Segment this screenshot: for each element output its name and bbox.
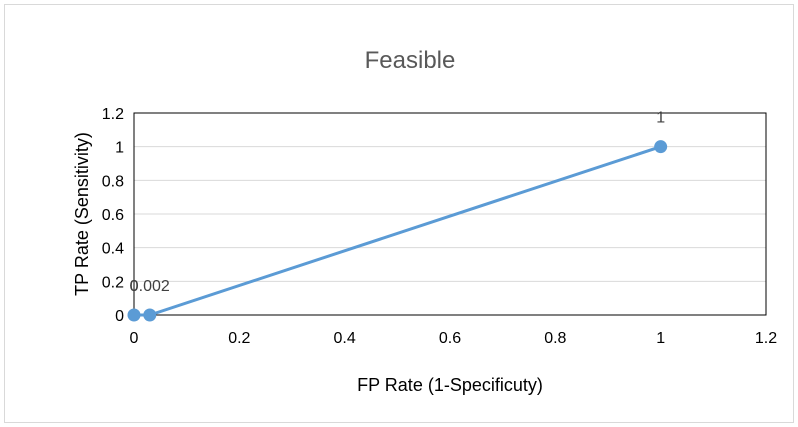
chart-title: Feasible bbox=[365, 47, 456, 74]
x-tick-label: 0.4 bbox=[334, 330, 356, 347]
x-tick-label: 0.2 bbox=[228, 330, 250, 347]
y-axis-label: TP Rate (Sensitivity) bbox=[72, 132, 92, 296]
x-tick-label: 1 bbox=[656, 330, 665, 347]
data-point bbox=[654, 140, 668, 154]
data-label: 0 bbox=[130, 278, 139, 295]
data-label: 1 bbox=[656, 110, 665, 127]
y-tick-label: 1 bbox=[115, 140, 124, 157]
x-tick-label: 1.2 bbox=[755, 330, 777, 347]
data-point bbox=[143, 308, 157, 322]
x-tick-label: 0.6 bbox=[439, 330, 461, 347]
series-line bbox=[134, 145, 662, 317]
data-label: 0.002 bbox=[130, 278, 170, 295]
y-tick-labels: 0 0.2 0.4 0.6 0.8 1 1.2 bbox=[102, 106, 124, 325]
y-tick-label: 0.2 bbox=[102, 274, 124, 291]
series-group bbox=[127, 140, 668, 322]
x-tick-label: 0.8 bbox=[544, 330, 566, 347]
gridlines bbox=[134, 146, 766, 282]
plot-area-border bbox=[133, 112, 767, 316]
y-tick-label: 0 bbox=[115, 308, 124, 325]
y-tick-label: 0.6 bbox=[102, 207, 124, 224]
y-tick-label: 1.2 bbox=[102, 106, 124, 123]
data-labels: 00.002 1 bbox=[130, 110, 666, 295]
x-tick-label: 0 bbox=[130, 330, 139, 347]
y-tick-label: 0.8 bbox=[102, 173, 124, 190]
y-tick-label: 0.4 bbox=[102, 241, 124, 258]
x-axis-label: FP Rate (1-Specificuty) bbox=[357, 375, 543, 395]
x-tick-labels: 0 0.2 0.4 0.6 0.8 1 1.2 bbox=[130, 330, 778, 347]
data-point bbox=[127, 308, 141, 322]
